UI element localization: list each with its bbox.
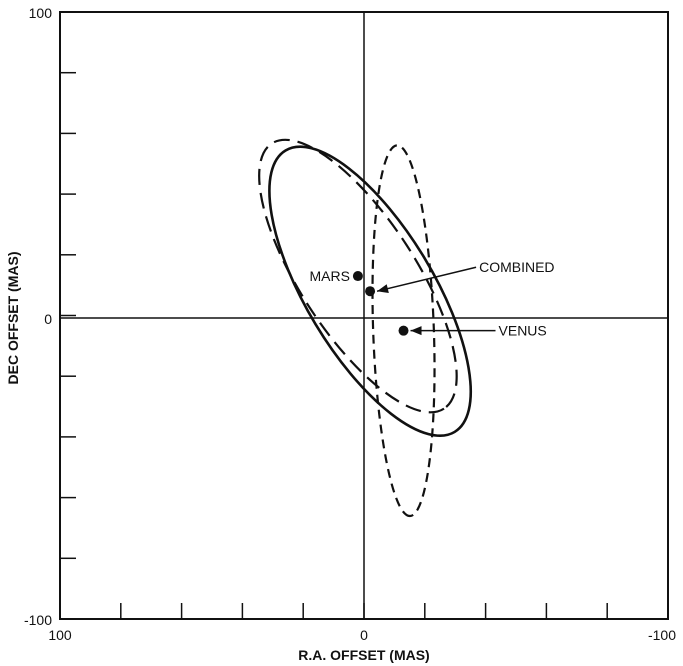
- y-tick-label-zero: 0: [44, 311, 52, 327]
- tick-marks: [59, 11, 669, 620]
- error-ellipse-venus: [371, 144, 436, 518]
- point-combined: [365, 286, 376, 297]
- point-mars: [352, 271, 363, 282]
- arrow-combined: [376, 266, 477, 292]
- data-points: [352, 271, 409, 336]
- point-annotations: MARS COMBINED VENUS: [309, 259, 554, 338]
- point-venus: [398, 325, 409, 336]
- error-ellipse-combined: [268, 145, 473, 438]
- arrow-combined-head: [377, 284, 389, 294]
- y-tick-label-top: 100: [29, 5, 53, 21]
- error-ellipses: [258, 138, 473, 518]
- label-mars: MARS: [309, 268, 349, 284]
- y-tick-label-bottom: -100: [24, 612, 52, 628]
- y-axis-label: DEC OFFSET (MAS): [5, 252, 21, 385]
- x-tick-label-zero: 0: [360, 627, 368, 643]
- x-tick-label-right: -100: [648, 627, 676, 643]
- arrow-venus-head: [410, 326, 422, 336]
- label-venus: VENUS: [499, 323, 547, 339]
- x-tick-label-left: 100: [48, 627, 72, 643]
- label-combined: COMBINED: [479, 259, 554, 275]
- x-axis-label: R.A. OFFSET (MAS): [298, 647, 429, 663]
